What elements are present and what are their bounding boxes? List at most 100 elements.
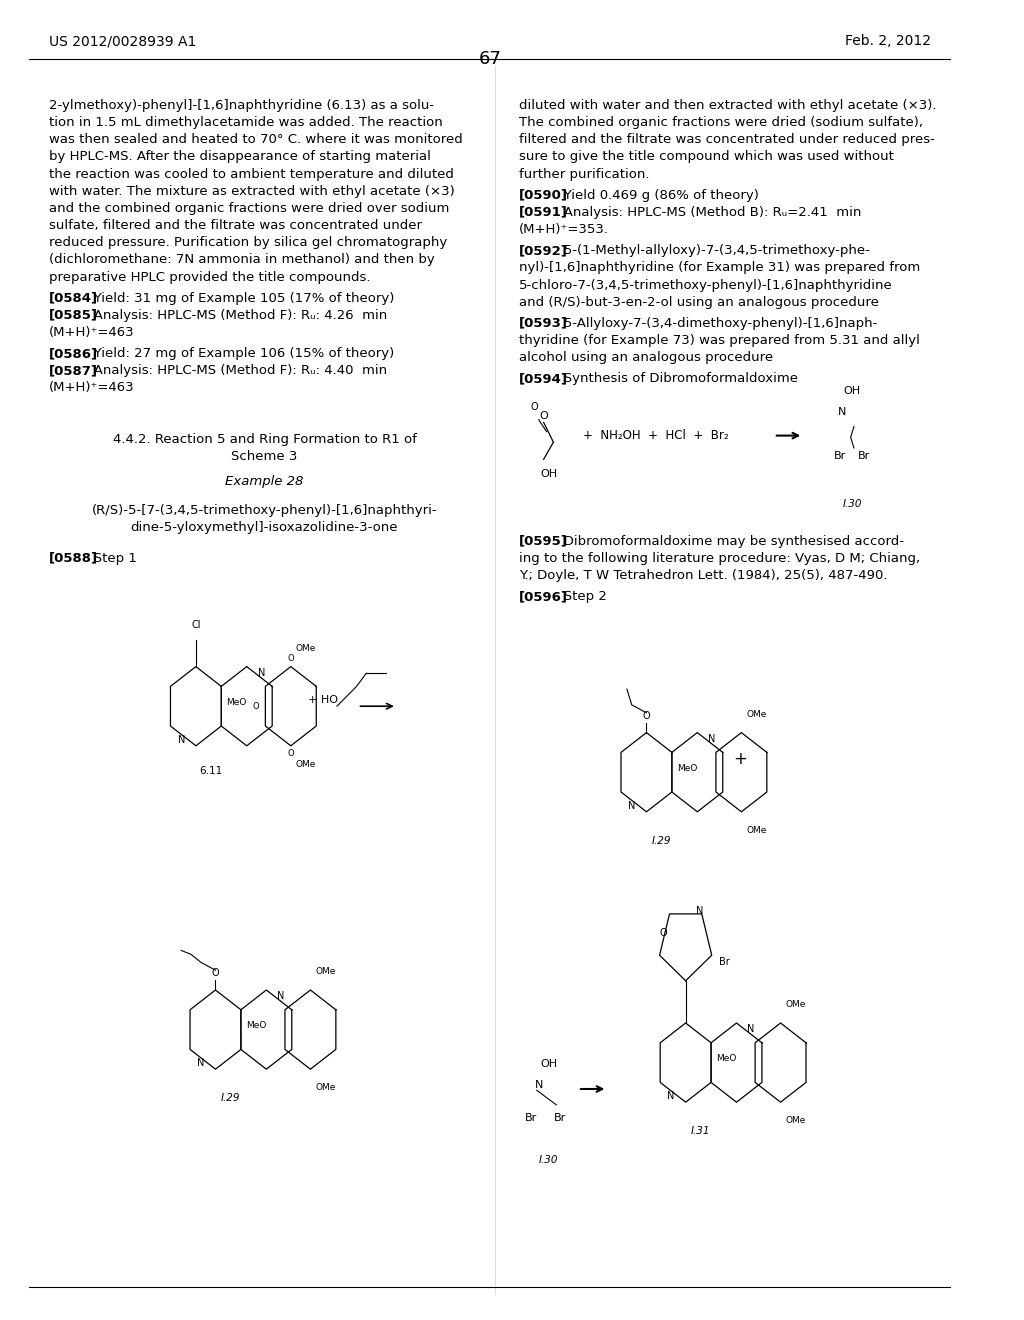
Text: N: N [197,1059,205,1068]
Text: Br: Br [835,451,847,462]
Text: N: N [695,906,703,916]
Text: OH: OH [540,1059,557,1069]
Text: and the combined organic fractions were dried over sodium: and the combined organic fractions were … [49,202,450,215]
Text: further purification.: further purification. [519,168,649,181]
Text: OMe: OMe [746,826,767,834]
Text: and (R/S)-but-3-en-2-ol using an analogous procedure: and (R/S)-but-3-en-2-ol using an analogo… [519,296,879,309]
Text: I.29: I.29 [651,836,671,846]
Text: the reaction was cooled to ambient temperature and diluted: the reaction was cooled to ambient tempe… [49,168,454,181]
Text: Br: Br [719,957,729,968]
Text: [0590]: [0590] [519,189,568,202]
Text: \: \ [850,436,854,449]
Text: was then sealed and heated to 70° C. where it was monitored: was then sealed and heated to 70° C. whe… [49,133,463,147]
Text: O: O [252,702,259,710]
Text: Yield: 31 mg of Example 105 (17% of theory): Yield: 31 mg of Example 105 (17% of theo… [81,292,394,305]
Text: I.30: I.30 [539,1155,558,1166]
Text: The combined organic fractions were dried (sodium sulfate),: The combined organic fractions were drie… [519,116,923,129]
Text: [0594]: [0594] [519,372,568,385]
Text: Feb. 2, 2012: Feb. 2, 2012 [845,34,931,49]
Text: (dichloromethane: 7N ammonia in methanol) and then by: (dichloromethane: 7N ammonia in methanol… [49,253,435,267]
Text: Cl: Cl [191,619,201,630]
Text: MeO: MeO [677,764,697,772]
Text: Yield 0.469 g (86% of theory): Yield 0.469 g (86% of theory) [552,189,760,202]
Text: thyridine (for Example 73) was prepared from 5.31 and allyl: thyridine (for Example 73) was prepared … [519,334,920,347]
Text: N: N [535,1080,543,1090]
Text: filtered and the filtrate was concentrated under reduced pres-: filtered and the filtrate was concentrat… [519,133,935,147]
Text: Yield: 27 mg of Example 106 (15% of theory): Yield: 27 mg of Example 106 (15% of theo… [81,347,394,360]
Text: Scheme 3: Scheme 3 [231,450,298,463]
Text: sulfate, filtered and the filtrate was concentrated under: sulfate, filtered and the filtrate was c… [49,219,422,232]
Text: (R/S)-5-[7-(3,4,5-trimethoxy-phenyl)-[1,6]naphthyri-: (R/S)-5-[7-(3,4,5-trimethoxy-phenyl)-[1,… [92,504,437,517]
Text: MeO: MeO [226,698,247,706]
Text: Br: Br [524,1113,537,1123]
Text: 5-chloro-7-(3,4,5-trimethoxy-phenyl)-[1,6]naphthyridine: 5-chloro-7-(3,4,5-trimethoxy-phenyl)-[1,… [519,279,893,292]
Text: O: O [288,750,294,758]
Text: by HPLC-MS. After the disappearance of starting material: by HPLC-MS. After the disappearance of s… [49,150,431,164]
Text: N: N [258,668,265,677]
Text: Y.; Doyle, T W Tetrahedron Lett. (1984), 25(5), 487-490.: Y.; Doyle, T W Tetrahedron Lett. (1984),… [519,569,888,582]
Text: Analysis: HPLC-MS (Method F): Rᵤ: 4.26  min: Analysis: HPLC-MS (Method F): Rᵤ: 4.26 m… [81,309,387,322]
Text: reduced pressure. Purification by silica gel chromatography: reduced pressure. Purification by silica… [49,236,447,249]
Text: 67: 67 [478,50,501,69]
Text: O: O [530,401,538,412]
Text: 5-Allyloxy-7-(3,4-dimethoxy-phenyl)-[1,6]naph-: 5-Allyloxy-7-(3,4-dimethoxy-phenyl)-[1,6… [552,317,878,330]
Text: with water. The mixture as extracted with ethyl acetate (×3): with water. The mixture as extracted wit… [49,185,455,198]
Text: [0586]: [0586] [49,347,98,360]
Text: (M+H)⁺=463: (M+H)⁺=463 [49,381,134,395]
Text: Analysis: HPLC-MS (Method B): Rᵤ=2.41  min: Analysis: HPLC-MS (Method B): Rᵤ=2.41 mi… [552,206,862,219]
Text: +: + [733,750,748,768]
Text: I.30: I.30 [843,499,862,510]
Text: MeO: MeO [716,1055,736,1063]
Text: Synthesis of Dibromoformaldoxime: Synthesis of Dibromoformaldoxime [552,372,799,385]
Text: N: N [748,1024,755,1034]
Text: N: N [839,407,847,417]
Text: O: O [540,411,548,421]
Text: [0595]: [0595] [519,535,568,548]
Text: + HO: + HO [307,694,338,705]
Text: Analysis: HPLC-MS (Method F): Rᵤ: 4.40  min: Analysis: HPLC-MS (Method F): Rᵤ: 4.40 m… [81,364,387,378]
Text: OMe: OMe [315,968,336,977]
Text: (M+H)⁺=353.: (M+H)⁺=353. [519,223,609,236]
Text: tion in 1.5 mL dimethylacetamide was added. The reaction: tion in 1.5 mL dimethylacetamide was add… [49,116,442,129]
Text: ing to the following literature procedure: Vyas, D M; Chiang,: ing to the following literature procedur… [519,552,921,565]
Text: sure to give the title compound which was used without: sure to give the title compound which wa… [519,150,894,164]
Text: Br: Br [858,451,870,462]
Text: 2-ylmethoxy)-phenyl]-[1,6]naphthyridine (6.13) as a solu-: 2-ylmethoxy)-phenyl]-[1,6]naphthyridine … [49,99,434,112]
Text: O: O [659,928,668,937]
Text: [0596]: [0596] [519,590,568,603]
Text: O: O [212,968,219,978]
Text: [0587]: [0587] [49,364,98,378]
Text: US 2012/0028939 A1: US 2012/0028939 A1 [49,34,197,49]
Text: (M+H)⁺=463: (M+H)⁺=463 [49,326,134,339]
Text: N: N [278,991,285,1001]
Text: [0585]: [0585] [49,309,98,322]
Text: I.29: I.29 [220,1093,240,1104]
Text: OMe: OMe [785,1117,806,1125]
Text: OMe: OMe [296,644,316,652]
Text: 5-(1-Methyl-allyloxy)-7-(3,4,5-trimethoxy-phe-: 5-(1-Methyl-allyloxy)-7-(3,4,5-trimethox… [552,244,870,257]
Text: I.31: I.31 [690,1126,710,1137]
Text: N: N [177,735,185,744]
Text: 6.11: 6.11 [199,766,222,776]
Text: O: O [643,710,650,721]
Text: OH: OH [844,385,861,396]
Text: OMe: OMe [785,1001,806,1008]
Text: +  NH₂OH  +  HCl  +  Br₂: + NH₂OH + HCl + Br₂ [583,429,728,442]
Text: Example 28: Example 28 [225,475,304,488]
Text: OMe: OMe [746,710,767,718]
Text: preparative HPLC provided the title compounds.: preparative HPLC provided the title comp… [49,271,371,284]
Text: [0593]: [0593] [519,317,568,330]
Text: [0591]: [0591] [519,206,568,219]
Text: diluted with water and then extracted with ethyl acetate (×3).: diluted with water and then extracted wi… [519,99,937,112]
Text: [0588]: [0588] [49,552,98,565]
Text: Step 1: Step 1 [81,552,137,565]
Text: /: / [850,425,854,438]
Text: dine-5-yloxymethyl]-isoxazolidine-3-one: dine-5-yloxymethyl]-isoxazolidine-3-one [131,521,398,535]
Text: OH: OH [540,469,557,479]
Text: OMe: OMe [296,759,316,768]
Text: [0592]: [0592] [519,244,568,257]
Text: MeO: MeO [246,1022,266,1030]
Text: 4.4.2. Reaction 5 and Ring Formation to R1 of: 4.4.2. Reaction 5 and Ring Formation to … [113,433,417,446]
Text: alcohol using an analogous procedure: alcohol using an analogous procedure [519,351,773,364]
Text: [0584]: [0584] [49,292,98,305]
